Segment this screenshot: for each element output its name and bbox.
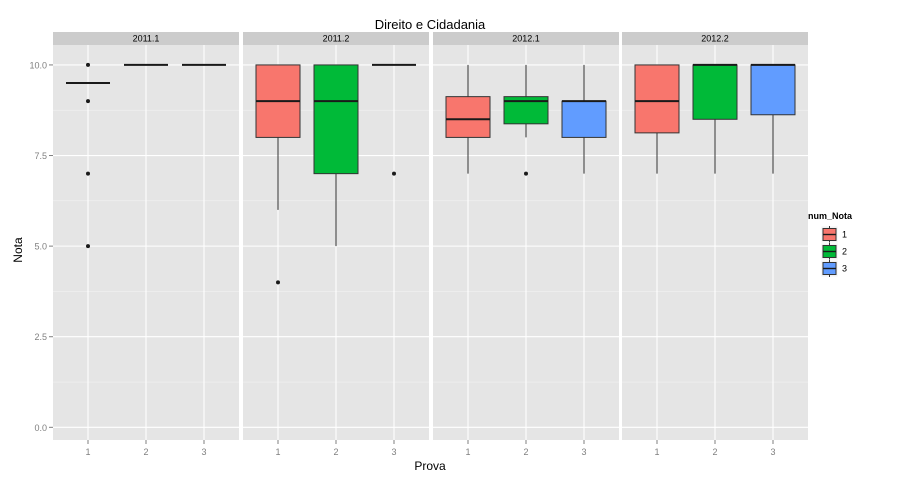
outlier-point xyxy=(86,171,90,176)
facet-strip xyxy=(53,32,239,45)
x-tick-label: 1 xyxy=(275,447,280,457)
boxplot-2012.2-prova-3 xyxy=(750,63,796,174)
facet-panel-2012.1: 2012.1 1 2 3 xyxy=(433,32,619,457)
box-iqr xyxy=(313,64,359,175)
x-tick-label: 1 xyxy=(465,447,470,457)
boxplot-2012.1-prova-3 xyxy=(561,64,607,174)
x-tick-label: 2 xyxy=(712,447,717,457)
outlier-point xyxy=(86,244,90,249)
box-iqr xyxy=(634,64,680,134)
x-tick-label: 3 xyxy=(581,447,586,457)
facet-strip-label: 2011.2 xyxy=(323,34,350,44)
facet-strip xyxy=(433,32,619,45)
facet-panel-2012.2: 2012.2 1 2 3 xyxy=(622,32,808,457)
legend-item-1: 1 xyxy=(820,225,847,244)
y-axis-title: Nota xyxy=(11,237,25,263)
x-tick-label: 3 xyxy=(391,447,396,457)
boxplot-2011.2-prova-3 xyxy=(372,63,416,176)
boxplot-2012.1-prova-1 xyxy=(445,64,491,174)
x-tick-label: 2 xyxy=(523,447,528,457)
legend-label: 1 xyxy=(842,230,847,240)
box-iqr xyxy=(750,64,796,116)
outlier-point xyxy=(86,62,90,67)
box-iqr xyxy=(561,100,607,138)
outlier-point xyxy=(392,171,396,176)
boxplot-2012.2-prova-1 xyxy=(634,64,680,174)
facet-strip-label: 2012.2 xyxy=(701,34,729,44)
y-tick-label: 10.0 xyxy=(29,60,47,70)
boxplot-2012.1-prova-2 xyxy=(503,64,549,176)
outlier-point xyxy=(524,171,528,176)
boxplot-2011.2-prova-1 xyxy=(255,64,301,285)
y-tick-label: 2.5 xyxy=(34,332,47,342)
x-tick-label: 1 xyxy=(654,447,659,457)
facet-strip xyxy=(622,32,808,45)
boxplot-2011.1-prova-1 xyxy=(66,62,110,249)
legend-label: 3 xyxy=(842,264,847,274)
facet-panel-2011.2: 2011.2 1 2 3 xyxy=(243,32,429,457)
boxplot-2011.2-prova-2 xyxy=(313,64,359,247)
legend-item-2: 2 xyxy=(820,242,847,261)
outlier-point xyxy=(86,99,90,104)
legend-title: num_Nota xyxy=(808,211,853,221)
y-tick-label: 0.0 xyxy=(34,423,47,433)
legend-item-3: 3 xyxy=(820,259,847,278)
y-tick-label: 5.0 xyxy=(34,242,47,252)
facet-strip-label: 2011.1 xyxy=(133,34,160,44)
box-iqr xyxy=(445,96,491,138)
x-tick-label: 2 xyxy=(333,447,338,457)
chart-title: Direito e Cidadania xyxy=(375,17,486,32)
legend-label: 2 xyxy=(842,247,847,257)
y-tick-label: 7.5 xyxy=(34,151,47,161)
outlier-point xyxy=(276,280,280,285)
boxplot-2012.2-prova-2 xyxy=(692,63,738,174)
x-tick-label: 1 xyxy=(85,447,90,457)
box-iqr xyxy=(692,64,738,120)
facet-strip-label: 2012.1 xyxy=(512,34,540,44)
legend: num_Nota 1 2 3 xyxy=(808,211,853,278)
x-axis-title: Prova xyxy=(414,459,446,473)
x-tick-label: 2 xyxy=(143,447,148,457)
facet-strip xyxy=(243,32,429,45)
facet-panel-2011.1: 2011.1 1 2 3 xyxy=(53,32,239,457)
x-tick-label: 3 xyxy=(201,447,206,457)
x-tick-label: 3 xyxy=(770,447,775,457)
